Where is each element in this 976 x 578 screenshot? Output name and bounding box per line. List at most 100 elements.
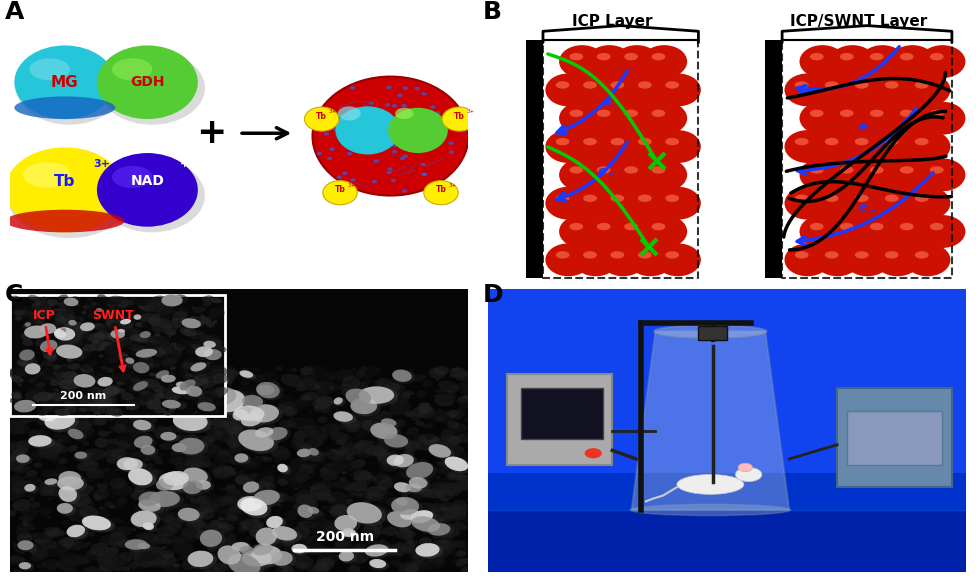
Ellipse shape [73, 542, 88, 549]
Ellipse shape [388, 512, 416, 529]
Ellipse shape [440, 550, 452, 556]
Ellipse shape [140, 331, 151, 338]
Text: Tb: Tb [316, 112, 327, 121]
Ellipse shape [204, 351, 206, 353]
Ellipse shape [70, 484, 93, 497]
Ellipse shape [170, 498, 189, 510]
Ellipse shape [830, 102, 875, 135]
Ellipse shape [431, 412, 435, 414]
Ellipse shape [439, 535, 452, 544]
Ellipse shape [154, 376, 162, 380]
Ellipse shape [154, 402, 174, 415]
Ellipse shape [265, 394, 279, 399]
Ellipse shape [874, 73, 920, 106]
Ellipse shape [118, 426, 132, 436]
Ellipse shape [347, 502, 386, 526]
Text: C: C [5, 283, 23, 307]
Ellipse shape [56, 326, 66, 332]
Ellipse shape [200, 529, 223, 547]
Text: NAD: NAD [131, 175, 164, 188]
Ellipse shape [17, 357, 33, 366]
Ellipse shape [855, 251, 869, 258]
Ellipse shape [164, 368, 169, 370]
Ellipse shape [132, 567, 135, 570]
Ellipse shape [111, 458, 115, 460]
Ellipse shape [243, 550, 275, 569]
Ellipse shape [108, 386, 111, 387]
Ellipse shape [69, 526, 79, 532]
Ellipse shape [244, 502, 256, 508]
Ellipse shape [253, 543, 272, 555]
Ellipse shape [33, 532, 53, 544]
Ellipse shape [342, 528, 354, 537]
Ellipse shape [103, 442, 109, 444]
Ellipse shape [389, 399, 411, 416]
Ellipse shape [82, 440, 89, 446]
Ellipse shape [22, 405, 30, 410]
Ellipse shape [151, 335, 170, 346]
Ellipse shape [368, 117, 374, 121]
Ellipse shape [24, 517, 33, 521]
Ellipse shape [81, 363, 93, 370]
Ellipse shape [190, 334, 203, 339]
Ellipse shape [72, 377, 75, 380]
Ellipse shape [271, 526, 297, 540]
Ellipse shape [61, 387, 71, 393]
Ellipse shape [136, 321, 146, 328]
Ellipse shape [183, 417, 206, 429]
Ellipse shape [162, 353, 165, 354]
Ellipse shape [247, 505, 257, 512]
Ellipse shape [182, 504, 187, 509]
Ellipse shape [106, 339, 111, 343]
Ellipse shape [284, 542, 300, 552]
Ellipse shape [131, 378, 141, 383]
Ellipse shape [211, 392, 223, 398]
Ellipse shape [20, 563, 34, 571]
Ellipse shape [51, 398, 55, 399]
Ellipse shape [196, 402, 201, 405]
Ellipse shape [402, 439, 418, 448]
Ellipse shape [149, 413, 156, 417]
Ellipse shape [142, 362, 146, 366]
Ellipse shape [108, 344, 122, 351]
Ellipse shape [130, 297, 136, 301]
Ellipse shape [64, 479, 70, 482]
Ellipse shape [83, 516, 115, 532]
Ellipse shape [35, 406, 47, 413]
Ellipse shape [98, 556, 114, 570]
Ellipse shape [248, 509, 264, 520]
Ellipse shape [677, 475, 744, 494]
Ellipse shape [273, 480, 279, 483]
Ellipse shape [41, 345, 51, 350]
Ellipse shape [194, 410, 198, 413]
Ellipse shape [287, 478, 304, 489]
Ellipse shape [374, 502, 384, 510]
Ellipse shape [458, 403, 469, 409]
Ellipse shape [573, 243, 619, 276]
Ellipse shape [54, 329, 66, 338]
Ellipse shape [353, 492, 363, 498]
Ellipse shape [308, 368, 314, 371]
Ellipse shape [30, 393, 35, 396]
Ellipse shape [222, 537, 237, 546]
Ellipse shape [261, 555, 264, 557]
Ellipse shape [785, 243, 831, 276]
Ellipse shape [319, 481, 325, 485]
Ellipse shape [230, 442, 237, 448]
Ellipse shape [202, 378, 207, 381]
Ellipse shape [16, 455, 31, 465]
Text: Tb: Tb [54, 174, 75, 189]
Ellipse shape [106, 307, 121, 316]
Ellipse shape [367, 527, 374, 533]
Ellipse shape [58, 369, 67, 375]
Ellipse shape [149, 428, 157, 432]
Ellipse shape [56, 344, 82, 359]
Ellipse shape [182, 529, 196, 538]
Ellipse shape [224, 421, 244, 434]
Ellipse shape [121, 388, 126, 391]
Ellipse shape [73, 451, 89, 461]
Ellipse shape [374, 450, 391, 461]
Ellipse shape [20, 362, 28, 366]
Ellipse shape [142, 522, 154, 530]
Ellipse shape [186, 397, 192, 402]
